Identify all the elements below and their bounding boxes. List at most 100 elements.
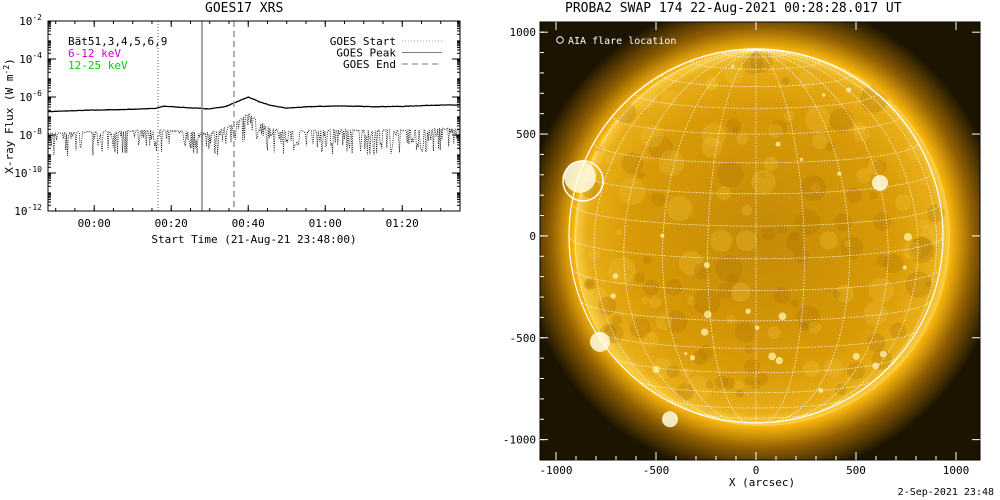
solar-limb-outline: [568, 48, 944, 424]
goes-long-channel-curve: [48, 96, 460, 113]
bright-point: [701, 328, 709, 336]
disk-mottle: [786, 232, 806, 252]
grid-latitude-line: [635, 91, 877, 109]
goes-curves: [48, 96, 460, 156]
goes-short-channel-curve: [48, 112, 460, 156]
bright-point: [799, 157, 804, 162]
grid-longitude-line: [755, 49, 919, 419]
grid-latitude-line: [723, 50, 789, 58]
grid-latitude-line: [594, 330, 918, 349]
disk-mottle: [698, 344, 714, 360]
disk-mottle: [701, 123, 726, 148]
limb-bright-region: [872, 174, 888, 191]
grid-longitude-line: [623, 49, 757, 422]
disk-mottle: [723, 377, 736, 390]
disk-mottle: [692, 350, 708, 366]
bright-point: [768, 352, 776, 361]
bright-point: [730, 64, 735, 69]
bright-point: [821, 93, 826, 97]
swap-image-title: PROBA2 SWAP 174 22-Aug-2021 00:28:28.017…: [565, 1, 902, 16]
disk-mottle: [856, 167, 872, 184]
disk-mottle: [643, 331, 659, 348]
grid-latitude-line: [613, 356, 899, 374]
disk-mottle: [798, 322, 809, 332]
disk-mottle: [843, 239, 852, 247]
disk-mottle: [681, 367, 692, 378]
disk-mottle: [583, 278, 596, 291]
disk-mottle: [693, 287, 721, 316]
disk-mottle: [802, 360, 820, 378]
bright-point: [684, 352, 688, 356]
goes-y-tick-label: 10-2: [19, 13, 42, 28]
swap-solar-image: -1000 -500 0 500 1000 1000 500 0 -500 -1000 AIA f…: [503, 21, 981, 489]
bright-point: [903, 232, 913, 241]
disk-mottle: [586, 287, 609, 310]
disk-mottle: [715, 375, 729, 389]
goes-legend-channel: Bät51,3,4,5,6,9: [68, 35, 167, 48]
disk-mottle: [791, 299, 800, 308]
disk-mottle: [771, 119, 788, 136]
bright-point: [818, 387, 824, 393]
disk-mottle: [919, 224, 944, 249]
limb-bright-region: [564, 160, 596, 193]
disk-mottle: [872, 159, 887, 174]
goes-plot-title: GOES17 XRS: [205, 1, 284, 16]
bright-point: [775, 141, 781, 147]
bright-point: [610, 293, 616, 299]
disk-mottle: [715, 255, 743, 283]
goes-y-axis-label: X-ray Flux (W m-2): [2, 58, 16, 174]
disk-mottle: [744, 375, 754, 386]
disk-mottle: [873, 212, 892, 231]
disk-mottle: [800, 175, 827, 201]
disk-mottle: [902, 241, 922, 260]
disk-mottle: [640, 124, 664, 148]
solar-disk: [574, 50, 950, 426]
bright-point: [745, 308, 751, 314]
disk-mottle: [629, 317, 651, 339]
disk-mottle: [797, 70, 816, 89]
disk-mottle: [794, 248, 810, 264]
grid-longitude-line: [755, 49, 850, 423]
disk-mottle: [767, 326, 781, 340]
bright-point: [902, 265, 907, 270]
grid-latitude-line: [593, 142, 919, 164]
disk-mottle: [705, 381, 714, 389]
swap-x-tick-label: 0: [753, 464, 760, 477]
disk-mottle: [640, 296, 650, 305]
disk-mottle: [852, 121, 866, 135]
swap-x-tick-label: 500: [846, 464, 866, 477]
disk-mottle: [847, 361, 865, 380]
goes-y-tick-label: 10-6: [19, 89, 42, 104]
disk-mottle: [768, 123, 783, 138]
goes-legend-channel: 12-25 keV: [68, 59, 128, 72]
disk-mottle: [659, 89, 678, 108]
swap-x-tick-label: 1000: [943, 464, 970, 477]
goes-y-tick-label: 10-10: [14, 165, 42, 180]
goes-y-tick-label: 10-8: [19, 127, 42, 142]
disk-mottle: [618, 178, 646, 205]
goes-legend-channel: 6-12 keV: [68, 47, 121, 60]
bright-point: [703, 261, 710, 269]
bright-point: [704, 310, 712, 319]
disk-mottle: [763, 156, 779, 172]
goes-x-tick-label: 00:40: [232, 217, 265, 230]
disk-mottle: [751, 169, 776, 195]
disk-mottle: [835, 383, 847, 396]
goes-x-tick-label: 01:20: [386, 217, 419, 230]
bright-point: [872, 362, 879, 370]
disk-mottle: [585, 280, 594, 289]
disk-mottle: [735, 230, 758, 252]
goes-event-markers: [157, 21, 235, 211]
goes-legend-marker-label: GOES End: [343, 58, 396, 71]
disk-mottle: [829, 108, 854, 133]
disk-mottle: [705, 76, 719, 90]
disk-mottle: [717, 283, 734, 300]
disk-mottle: [777, 224, 788, 235]
disk-mottle: [687, 295, 697, 306]
goes-x-tick-label: 01:00: [309, 217, 342, 230]
disk-mottle: [835, 284, 855, 303]
disk-mottle: [615, 229, 623, 236]
disk-mottle: [796, 305, 821, 330]
disk-mottle: [736, 133, 749, 146]
swap-y-tick-label: 500: [516, 128, 536, 141]
